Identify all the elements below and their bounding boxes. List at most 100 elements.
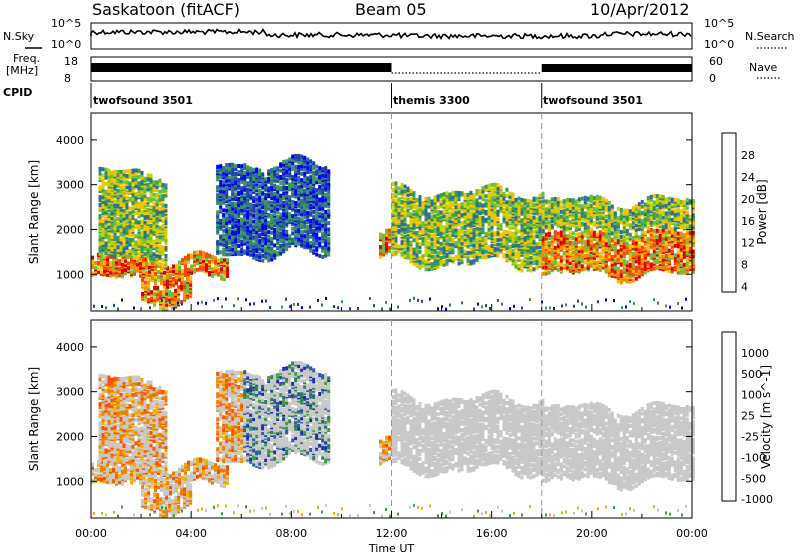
power-cell	[586, 236, 590, 241]
power-cell	[288, 198, 292, 203]
power-cell	[442, 214, 446, 219]
power-cell	[131, 248, 135, 253]
power-cell	[415, 259, 419, 264]
power-cell	[321, 176, 325, 181]
power-cell	[122, 208, 126, 213]
power-cell	[243, 171, 247, 175]
power-cell	[261, 217, 265, 222]
power-cell	[279, 243, 283, 248]
power-cell	[158, 194, 162, 199]
power-cell	[205, 258, 208, 263]
power-cell	[285, 207, 289, 212]
power-cell	[255, 197, 259, 202]
power-cell	[136, 256, 139, 261]
power-cell	[103, 269, 106, 274]
power-cell	[128, 253, 132, 258]
power-cell	[107, 203, 111, 207]
power-cell	[180, 281, 184, 286]
power-cell	[219, 201, 223, 206]
power-cell	[276, 177, 280, 182]
power-cell	[131, 174, 135, 179]
power-cell	[107, 168, 111, 173]
power-cell	[104, 181, 108, 186]
power-cell	[300, 154, 304, 159]
power-cell	[156, 286, 160, 290]
power-cell	[219, 250, 223, 255]
power-cell	[309, 240, 313, 245]
power-cell	[149, 250, 153, 255]
power-cell	[424, 250, 428, 255]
power-cell	[101, 178, 105, 183]
power-cell	[553, 245, 557, 250]
power-cell	[553, 230, 557, 235]
power-cell	[424, 215, 428, 220]
power-cell	[219, 239, 223, 244]
power-cell	[98, 198, 102, 203]
power-cell	[631, 251, 635, 256]
power-cell	[291, 237, 295, 242]
power-cell	[164, 260, 168, 265]
power-cell	[634, 276, 638, 281]
power-cell	[418, 249, 422, 254]
power-cell	[140, 254, 144, 258]
power-cell	[379, 251, 382, 256]
power-cell	[300, 217, 304, 222]
power-cell	[409, 196, 413, 201]
power-cell	[309, 230, 313, 234]
power-cell	[231, 225, 235, 230]
power-cell	[172, 280, 175, 285]
power-cell	[125, 205, 129, 210]
power-cell	[324, 166, 328, 171]
power-cell	[137, 228, 141, 233]
power-cell	[312, 205, 316, 210]
power-cell	[649, 262, 653, 267]
power-cell	[104, 205, 108, 210]
power-cell	[225, 228, 229, 233]
power-cell	[98, 240, 102, 245]
power-cell	[297, 199, 301, 204]
power-cell	[165, 302, 169, 307]
power-cell	[177, 289, 181, 294]
power-cell	[508, 207, 512, 212]
power-cell	[610, 255, 614, 259]
power-cell	[279, 234, 283, 239]
power-cell	[134, 245, 138, 250]
power-cell	[424, 259, 428, 264]
power-cell	[147, 280, 151, 285]
power-cell	[529, 215, 533, 220]
power-cell	[186, 286, 190, 291]
power-cell	[481, 236, 485, 241]
power-cell	[403, 197, 407, 202]
power-cell	[101, 182, 105, 187]
power-cell	[508, 245, 512, 249]
power-cell	[409, 199, 413, 204]
power-cell	[145, 266, 148, 271]
power-cell	[231, 178, 235, 183]
power-cell	[397, 249, 401, 254]
power-cell	[270, 201, 274, 205]
power-cell	[157, 270, 160, 275]
power-cell	[532, 215, 536, 220]
power-cell	[237, 218, 241, 223]
power-cell	[466, 250, 470, 255]
power-cell	[646, 260, 650, 265]
power-cell	[282, 191, 286, 196]
power-cell	[234, 192, 238, 197]
power-cell	[246, 192, 250, 197]
power-cell	[388, 228, 391, 233]
power-cell	[249, 223, 253, 228]
power-cell	[318, 241, 322, 246]
power-cell	[400, 240, 404, 245]
power-cell	[149, 247, 153, 252]
power-cell	[279, 198, 283, 203]
power-cell	[424, 229, 428, 234]
power-cell	[508, 191, 512, 196]
power-cell	[433, 219, 437, 223]
power-cell	[318, 197, 322, 202]
power-cell	[385, 236, 388, 241]
power-cell	[124, 263, 127, 268]
power-cell	[270, 246, 274, 251]
power-cell	[113, 234, 117, 238]
power-cell	[628, 243, 632, 248]
power-cell	[240, 220, 244, 225]
